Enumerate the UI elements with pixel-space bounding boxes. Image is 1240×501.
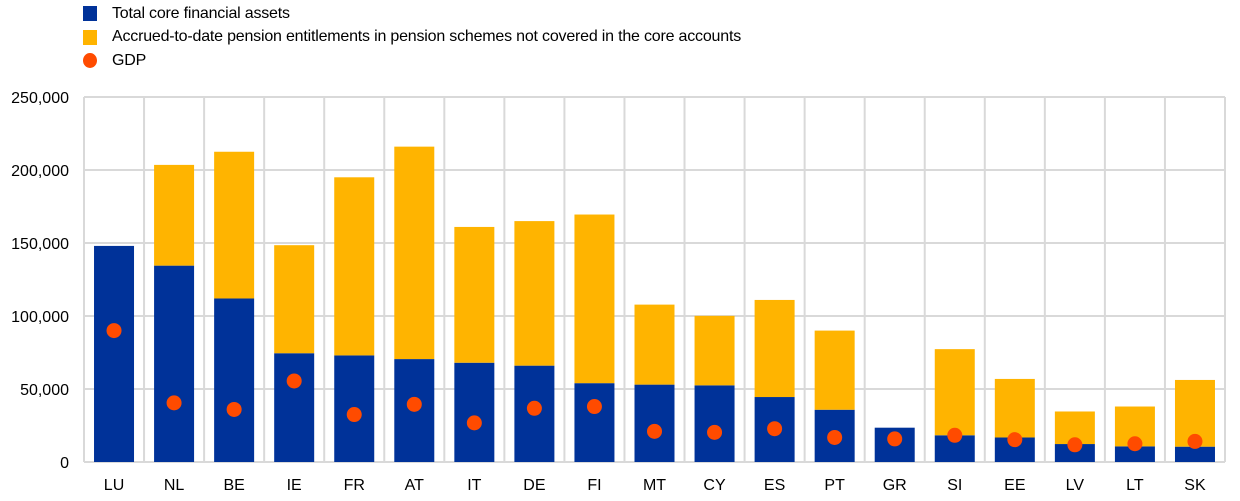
bar-core-assets — [154, 265, 195, 462]
x-tick-label: BE — [223, 477, 244, 494]
gdp-dot — [406, 396, 422, 412]
legend-item-pension-entitlements: Accrued-to-date pension entitlements in … — [83, 26, 741, 50]
gdp-dot — [106, 323, 122, 339]
x-tick-label: SK — [1184, 477, 1206, 494]
legend: Total core financial assets Accrued-to-d… — [83, 2, 741, 73]
x-tick-label: GR — [883, 477, 907, 494]
y-axis-ticks: 0 50,000 100,000 150,000 200,000 250,000 — [11, 90, 69, 472]
gdp-dot — [1127, 436, 1143, 452]
x-tick-label: MT — [643, 477, 666, 494]
bar-pension-entitlements — [454, 226, 495, 363]
bar-core-assets — [1054, 444, 1095, 462]
x-tick-label: IE — [287, 477, 302, 494]
x-tick-label: CY — [703, 477, 726, 494]
bar-pension-entitlements — [154, 164, 195, 266]
bar-pension-entitlements — [514, 221, 555, 366]
bar-core-assets — [274, 353, 315, 462]
bars — [94, 146, 1215, 462]
legend-swatch-pension-entitlements — [83, 29, 97, 45]
bar-pension-entitlements — [754, 299, 795, 398]
bar-pension-entitlements — [694, 315, 735, 386]
gdp-dot — [647, 423, 662, 439]
gdp-dot — [1187, 433, 1203, 449]
bar-core-assets — [214, 298, 255, 462]
x-tick-label: PT — [824, 477, 845, 494]
gdp-dot — [827, 429, 843, 445]
x-tick-label: IT — [467, 477, 481, 494]
y-tick-label: 0 — [60, 455, 69, 472]
y-tick-label: 250,000 — [11, 90, 69, 107]
gdp-dot — [286, 373, 302, 389]
bar-pension-entitlements — [334, 177, 375, 356]
bar-core-assets — [1114, 446, 1155, 462]
gdp-dot — [586, 399, 602, 415]
bar-core-assets — [694, 385, 735, 462]
legend-label: GDP — [112, 51, 147, 69]
x-tick-label: FR — [344, 477, 365, 494]
y-tick-label: 150,000 — [11, 236, 69, 253]
y-tick-label: 50,000 — [20, 382, 69, 399]
gdp-dot — [887, 431, 903, 447]
bar-core-assets — [574, 383, 615, 462]
x-tick-label: LV — [1066, 477, 1085, 494]
legend-swatch-core-assets — [83, 6, 97, 22]
y-tick-label: 200,000 — [11, 163, 69, 180]
gdp-dot — [1007, 432, 1023, 448]
x-tick-label: LT — [1126, 477, 1144, 494]
legend-item-core-assets: Total core financial assets — [83, 2, 741, 26]
bar-core-assets — [634, 384, 675, 462]
x-tick-label: FI — [587, 477, 601, 494]
gdp-dot — [466, 415, 482, 431]
bar-pension-entitlements — [934, 349, 975, 436]
x-tick-label: LU — [104, 477, 124, 494]
bar-pension-entitlements — [574, 214, 615, 384]
gdp-dot — [1067, 437, 1083, 453]
x-axis-ticks: LU NL BE IE FR AT IT DE FI MT CY ES PT GR SI EE LV LT SK — [104, 477, 1206, 494]
bar-pension-entitlements — [394, 146, 435, 360]
gdp-dot — [346, 407, 362, 423]
legend-label: Accrued-to-date pension entitlements in … — [112, 28, 741, 46]
bar-pension-entitlements — [214, 151, 255, 299]
x-tick-label: DE — [523, 477, 545, 494]
gdp-dot — [166, 395, 182, 411]
x-tick-label: ES — [764, 477, 785, 494]
legend-marker-gdp — [83, 53, 97, 69]
bar-pension-entitlements — [814, 330, 855, 410]
gdp-dot — [707, 424, 723, 440]
bar-core-assets — [94, 245, 135, 462]
bar-core-assets — [454, 362, 495, 462]
legend-item-gdp: GDP — [83, 49, 741, 73]
bar-pension-entitlements — [274, 245, 315, 354]
bar-pension-entitlements — [994, 378, 1035, 438]
gdp-dot — [767, 421, 783, 437]
x-tick-label: SI — [947, 477, 962, 494]
x-tick-label: AT — [405, 477, 424, 494]
gdp-dot — [947, 427, 963, 443]
legend-label: Total core financial assets — [112, 4, 290, 22]
x-tick-label: NL — [164, 477, 185, 494]
gdp-markers — [106, 323, 1203, 453]
gdp-dot — [526, 400, 542, 416]
bar-pension-entitlements — [634, 304, 675, 385]
y-tick-label: 100,000 — [11, 309, 69, 326]
gdp-dot — [226, 401, 242, 417]
x-tick-label: EE — [1004, 477, 1025, 494]
bar-core-assets — [1174, 446, 1215, 462]
